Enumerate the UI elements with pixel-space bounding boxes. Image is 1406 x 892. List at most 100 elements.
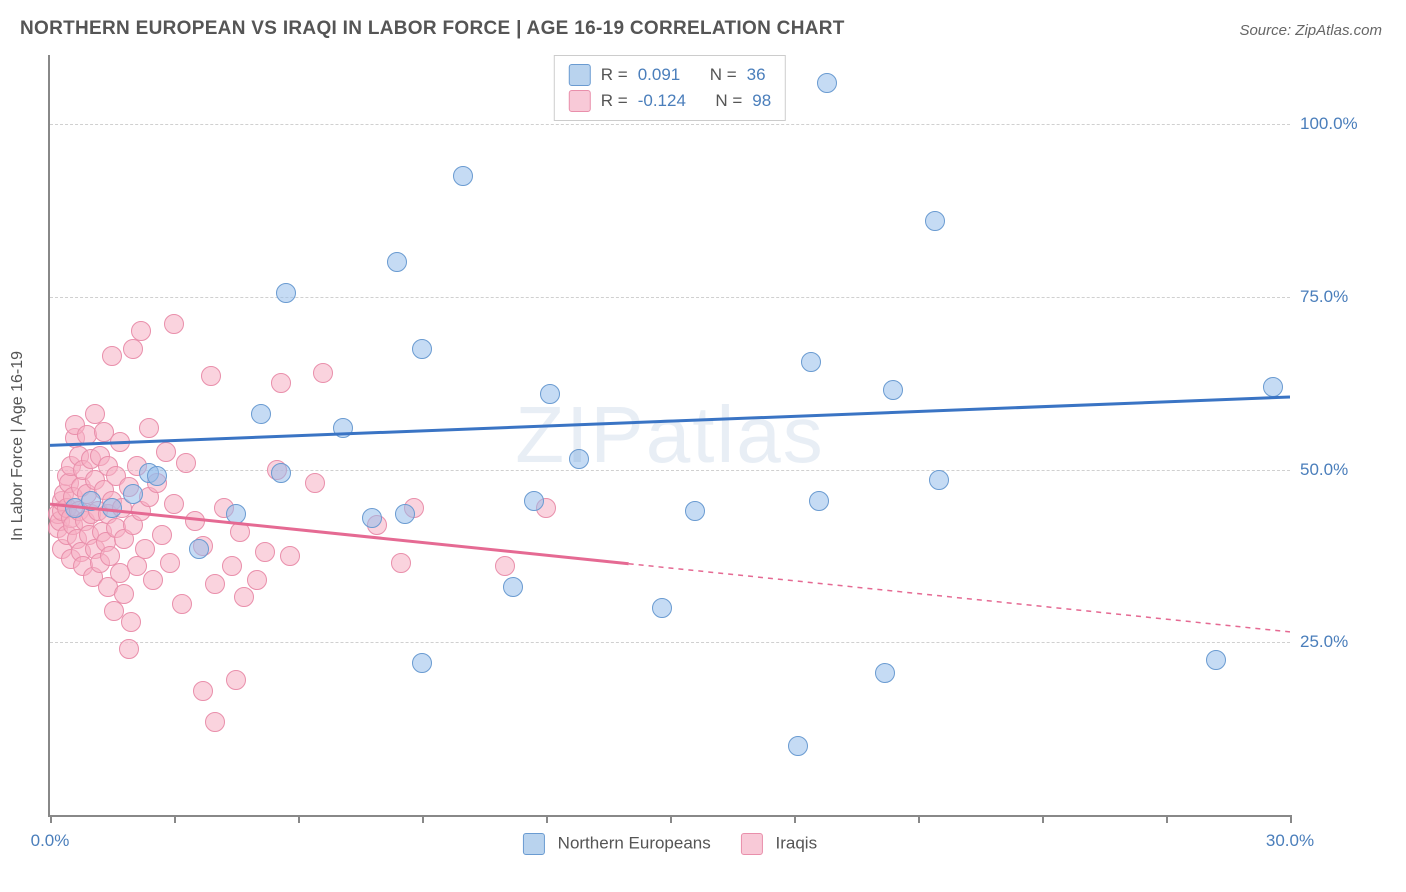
x-tick-label: 0.0% bbox=[31, 831, 70, 851]
y-tick-label: 25.0% bbox=[1300, 632, 1380, 652]
data-point-northern_europeans bbox=[883, 380, 903, 400]
data-point-iraqis bbox=[102, 346, 122, 366]
data-point-northern_europeans bbox=[395, 504, 415, 524]
data-point-iraqis bbox=[255, 542, 275, 562]
data-point-northern_europeans bbox=[817, 73, 837, 93]
r-label: R = bbox=[601, 65, 628, 85]
data-point-iraqis bbox=[160, 553, 180, 573]
legend-series: Northern Europeans Iraqis bbox=[523, 833, 817, 855]
data-point-northern_europeans bbox=[226, 504, 246, 524]
legend-stats-row-ne: R = 0.091 N = 36 bbox=[569, 62, 771, 88]
data-point-northern_europeans bbox=[251, 404, 271, 424]
data-point-iraqis bbox=[121, 612, 141, 632]
swatch-northern-europeans bbox=[569, 64, 591, 86]
data-point-iraqis bbox=[164, 494, 184, 514]
r-value-iq: -0.124 bbox=[638, 91, 686, 111]
watermark: ZIPatlas bbox=[515, 389, 824, 481]
data-point-northern_europeans bbox=[189, 539, 209, 559]
x-tick bbox=[670, 815, 672, 823]
x-tick bbox=[1290, 815, 1292, 823]
data-point-iraqis bbox=[222, 556, 242, 576]
data-point-iraqis bbox=[110, 432, 130, 452]
trend-lines bbox=[50, 55, 1290, 815]
x-tick bbox=[1042, 815, 1044, 823]
data-point-northern_europeans bbox=[685, 501, 705, 521]
swatch-northern-europeans bbox=[523, 833, 545, 855]
data-point-iraqis bbox=[193, 681, 213, 701]
y-tick-label: 75.0% bbox=[1300, 287, 1380, 307]
x-tick bbox=[174, 815, 176, 823]
data-point-northern_europeans bbox=[81, 491, 101, 511]
data-point-iraqis bbox=[176, 453, 196, 473]
data-point-iraqis bbox=[139, 418, 159, 438]
gridline bbox=[50, 297, 1290, 298]
data-point-iraqis bbox=[391, 553, 411, 573]
data-point-iraqis bbox=[143, 570, 163, 590]
swatch-iraqis bbox=[741, 833, 763, 855]
data-point-northern_europeans bbox=[453, 166, 473, 186]
n-value-ne: 36 bbox=[747, 65, 766, 85]
x-tick bbox=[50, 815, 52, 823]
data-point-northern_europeans bbox=[271, 463, 291, 483]
r-value-ne: 0.091 bbox=[638, 65, 681, 85]
x-tick bbox=[422, 815, 424, 823]
source-label: Source: ZipAtlas.com bbox=[1239, 22, 1382, 39]
y-axis-label: In Labor Force | Age 16-19 bbox=[9, 351, 27, 541]
legend-stats-row-iq: R = -0.124 N = 98 bbox=[569, 88, 771, 114]
data-point-iraqis bbox=[247, 570, 267, 590]
data-point-northern_europeans bbox=[102, 498, 122, 518]
y-tick-label: 50.0% bbox=[1300, 460, 1380, 480]
legend-label-ne: Northern Europeans bbox=[558, 833, 711, 852]
n-label: N = bbox=[710, 65, 737, 85]
r-label: R = bbox=[601, 91, 628, 111]
legend-label-iq: Iraqis bbox=[775, 833, 817, 852]
legend-stats: R = 0.091 N = 36 R = -0.124 N = 98 bbox=[554, 55, 786, 121]
data-point-iraqis bbox=[230, 522, 250, 542]
x-tick-label: 30.0% bbox=[1266, 831, 1314, 851]
data-point-northern_europeans bbox=[929, 470, 949, 490]
data-point-northern_europeans bbox=[925, 211, 945, 231]
chart-container: NORTHERN EUROPEAN VS IRAQI IN LABOR FORC… bbox=[0, 0, 1406, 892]
gridline bbox=[50, 124, 1290, 125]
data-point-iraqis bbox=[205, 574, 225, 594]
data-point-northern_europeans bbox=[412, 653, 432, 673]
data-point-iraqis bbox=[495, 556, 515, 576]
data-point-iraqis bbox=[185, 511, 205, 531]
data-point-iraqis bbox=[234, 587, 254, 607]
data-point-iraqis bbox=[313, 363, 333, 383]
data-point-northern_europeans bbox=[1206, 650, 1226, 670]
legend-item-ne: Northern Europeans bbox=[523, 833, 711, 855]
data-point-northern_europeans bbox=[652, 598, 672, 618]
data-point-northern_europeans bbox=[333, 418, 353, 438]
data-point-iraqis bbox=[201, 366, 221, 386]
data-point-iraqis bbox=[280, 546, 300, 566]
data-point-northern_europeans bbox=[147, 466, 167, 486]
data-point-iraqis bbox=[119, 639, 139, 659]
data-point-iraqis bbox=[135, 539, 155, 559]
data-point-northern_europeans bbox=[123, 484, 143, 504]
swatch-iraqis bbox=[569, 90, 591, 112]
data-point-iraqis bbox=[205, 712, 225, 732]
data-point-northern_europeans bbox=[362, 508, 382, 528]
data-point-iraqis bbox=[164, 314, 184, 334]
data-point-northern_europeans bbox=[503, 577, 523, 597]
plot-area: ZIPatlas R = 0.091 N = 36 R = -0.124 N =… bbox=[48, 55, 1290, 817]
data-point-northern_europeans bbox=[809, 491, 829, 511]
data-point-iraqis bbox=[127, 556, 147, 576]
data-point-iraqis bbox=[305, 473, 325, 493]
y-tick-label: 100.0% bbox=[1300, 114, 1380, 134]
data-point-iraqis bbox=[271, 373, 291, 393]
data-point-iraqis bbox=[123, 339, 143, 359]
x-tick bbox=[298, 815, 300, 823]
x-tick bbox=[1166, 815, 1168, 823]
n-value-iq: 98 bbox=[752, 91, 771, 111]
data-point-northern_europeans bbox=[540, 384, 560, 404]
data-point-northern_europeans bbox=[569, 449, 589, 469]
x-tick bbox=[794, 815, 796, 823]
data-point-iraqis bbox=[152, 525, 172, 545]
data-point-northern_europeans bbox=[801, 352, 821, 372]
data-point-northern_europeans bbox=[788, 736, 808, 756]
data-point-northern_europeans bbox=[412, 339, 432, 359]
x-tick bbox=[918, 815, 920, 823]
data-point-iraqis bbox=[131, 321, 151, 341]
